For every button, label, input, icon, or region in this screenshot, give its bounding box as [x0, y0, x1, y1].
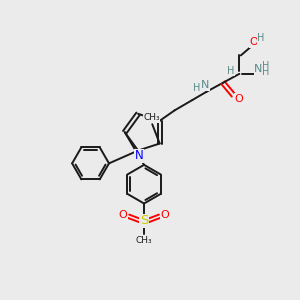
Text: CH₃: CH₃	[136, 236, 152, 245]
Text: H: H	[262, 61, 270, 71]
Text: CH₃: CH₃	[143, 113, 160, 122]
Text: H: H	[194, 83, 201, 93]
Text: O: O	[250, 37, 259, 47]
Text: H: H	[257, 33, 264, 43]
Text: O: O	[234, 94, 243, 104]
Text: N: N	[254, 64, 262, 74]
Text: N: N	[135, 149, 143, 162]
Text: S: S	[140, 214, 148, 227]
Text: O: O	[119, 210, 128, 220]
Text: H: H	[227, 66, 235, 76]
Text: O: O	[160, 210, 169, 220]
Text: N: N	[201, 80, 209, 90]
Text: H: H	[262, 68, 270, 77]
